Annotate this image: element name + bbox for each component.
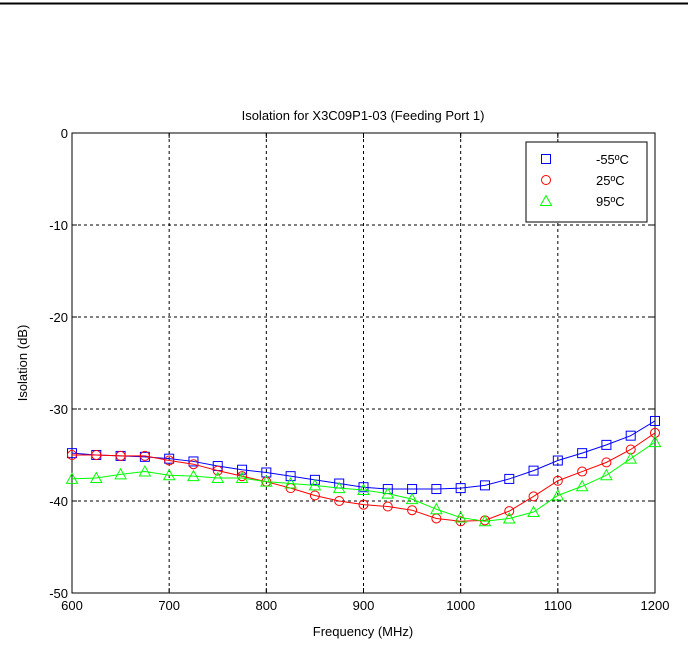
triangle-marker: [575, 479, 589, 492]
triangle-marker: [284, 476, 297, 489]
triangle-marker: [478, 514, 492, 527]
triangle-marker: [454, 511, 468, 523]
legend-box: [525, 141, 648, 223]
x-axis-label: Frequency (MHz): [313, 624, 413, 639]
x-tick-label: 600: [61, 598, 83, 613]
chart-title: Isolation for X3C09P1-03 (Feeding Port 1…: [242, 108, 485, 123]
x-tick-label: 700: [158, 598, 180, 613]
axis-ticks: 600 700 800 900 1000 1100 1200 0 -10 -20 -30 -40 -50: [49, 126, 669, 613]
triangle-marker: [332, 481, 346, 494]
circle-marker: [139, 450, 150, 461]
triangle-marker: [430, 502, 443, 515]
triangle-marker: [405, 492, 419, 505]
grid: [72, 133, 655, 593]
circle-marker: [115, 450, 126, 461]
circle-marker: [91, 450, 102, 460]
triangle-marker: [211, 471, 225, 483]
series-triangle: [65, 435, 662, 527]
square-marker: [358, 482, 369, 493]
square-marker: [237, 464, 248, 475]
square-marker: [504, 473, 515, 484]
triangle-marker: [527, 505, 540, 518]
triangle-marker: [187, 469, 200, 482]
series-line: [72, 432, 656, 522]
triangle-marker: [539, 194, 553, 206]
x-tick-label: 800: [255, 598, 277, 613]
square-marker: [528, 465, 539, 476]
x-tick-label: 1200: [641, 598, 670, 613]
y-tick-label: -30: [49, 402, 68, 417]
circle-marker: [382, 501, 393, 512]
square-marker: [650, 415, 660, 426]
y-axis-label: Isolation (dB): [15, 325, 30, 402]
triangle-marker: [308, 478, 322, 491]
y-tick-label: -20: [49, 310, 68, 325]
data-series: [65, 415, 662, 527]
square-marker: [552, 455, 563, 466]
triangle-marker: [381, 487, 395, 499]
triangle-marker: [114, 467, 127, 480]
square-marker: [479, 480, 490, 491]
square-marker: [431, 484, 442, 495]
circle-marker: [67, 450, 77, 460]
y-tick-label: -40: [49, 494, 68, 509]
square-marker: [285, 471, 296, 482]
legend-label: 95ºC: [596, 194, 625, 209]
circle-marker: [188, 459, 199, 470]
square-marker: [577, 448, 588, 459]
series-square: [67, 415, 660, 495]
square-marker: [309, 474, 320, 485]
triangle-marker: [259, 475, 273, 487]
circle-marker: [358, 499, 369, 510]
triangle-marker: [235, 471, 249, 483]
x-tick-label: 1100: [544, 598, 572, 613]
circle-marker: [309, 490, 320, 501]
circle-marker: [334, 496, 345, 506]
triangle-marker: [624, 452, 638, 464]
square-marker: [188, 456, 199, 467]
triangle-marker: [600, 468, 613, 481]
triangle-marker: [89, 471, 103, 483]
legend: -55ºC 25ºC 95ºC: [525, 141, 648, 223]
y-tick-label: -50: [49, 586, 68, 601]
x-tick-label: 1000: [446, 598, 475, 613]
triangle-marker: [138, 465, 152, 477]
circle-marker: [212, 465, 223, 476]
triangle-marker: [551, 488, 565, 501]
circle-marker: [541, 175, 551, 185]
square-marker: [625, 430, 636, 441]
series-line: [71, 420, 656, 490]
triangle-marker: [502, 511, 516, 524]
circle-marker: [164, 455, 175, 466]
square-marker: [601, 439, 612, 450]
series-circle: [67, 427, 660, 527]
triangle-marker: [65, 472, 79, 484]
circle-marker: [552, 475, 563, 486]
triangle-marker: [162, 468, 176, 481]
square-marker: [541, 154, 551, 164]
triangle-marker: [648, 435, 662, 448]
legend-label: -55ºC: [596, 152, 629, 167]
series-line: [71, 441, 656, 522]
circle-marker: [407, 505, 418, 516]
circle-marker: [528, 491, 539, 502]
square-marker: [455, 483, 466, 494]
triangle-marker: [357, 483, 370, 495]
x-tick-label: 900: [353, 598, 375, 613]
y-tick-label: 0: [61, 126, 68, 141]
circle-marker: [504, 506, 515, 517]
legend-label: 25ºC: [596, 173, 625, 188]
y-tick-label: -10: [49, 218, 68, 233]
circle-marker: [601, 457, 612, 468]
circle-marker: [577, 466, 588, 477]
